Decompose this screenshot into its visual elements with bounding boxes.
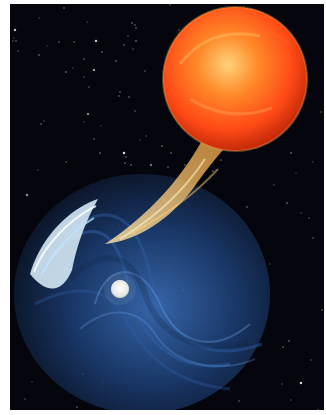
star <box>269 263 271 265</box>
star <box>290 399 292 401</box>
star <box>86 21 88 23</box>
star <box>220 159 222 161</box>
star <box>73 41 75 43</box>
star <box>161 145 163 147</box>
star <box>134 24 136 26</box>
star <box>308 217 310 219</box>
star <box>13 28 17 32</box>
star <box>37 169 39 171</box>
star <box>46 45 48 47</box>
star <box>88 86 90 88</box>
star <box>184 164 186 166</box>
star <box>100 125 102 127</box>
star <box>273 184 275 186</box>
star <box>167 166 169 168</box>
star <box>281 383 283 385</box>
illustration-svg <box>12 4 323 410</box>
star <box>139 139 141 141</box>
star <box>134 110 136 112</box>
star <box>135 27 137 29</box>
star <box>132 48 134 50</box>
star <box>149 163 153 167</box>
star <box>122 151 126 155</box>
star <box>115 60 117 62</box>
star <box>295 172 297 174</box>
star <box>238 400 240 402</box>
star <box>17 50 19 52</box>
star <box>286 202 288 204</box>
star <box>124 162 126 164</box>
star <box>15 40 17 42</box>
star <box>130 164 132 166</box>
star <box>86 112 90 116</box>
star <box>119 91 121 93</box>
star <box>94 39 98 43</box>
star <box>65 161 67 163</box>
star <box>101 51 103 53</box>
star <box>24 398 26 400</box>
star <box>131 22 133 24</box>
star <box>76 406 78 408</box>
magnetic-field-disk <box>14 174 270 410</box>
star <box>38 17 40 19</box>
star <box>40 123 42 125</box>
star <box>123 44 125 46</box>
star <box>38 54 40 56</box>
star <box>246 206 248 208</box>
star <box>170 152 172 154</box>
star <box>83 58 85 60</box>
star <box>58 41 60 43</box>
star <box>288 340 290 342</box>
star <box>118 95 120 97</box>
star <box>63 7 65 9</box>
star <box>31 381 33 383</box>
star <box>83 121 85 123</box>
star <box>43 120 45 122</box>
star <box>145 135 147 137</box>
star <box>144 70 146 72</box>
star <box>290 152 292 154</box>
star <box>83 76 85 78</box>
giant-star <box>162 6 308 152</box>
star <box>169 4 171 6</box>
star <box>25 193 29 197</box>
star <box>72 67 74 69</box>
star <box>92 68 96 72</box>
star <box>135 40 137 42</box>
star <box>12 40 14 42</box>
star <box>93 138 95 140</box>
star <box>99 152 101 154</box>
space-illustration <box>10 4 324 410</box>
star <box>300 212 302 214</box>
star <box>321 309 323 311</box>
star <box>320 111 322 113</box>
star <box>282 346 284 348</box>
star <box>312 161 314 163</box>
compact-object <box>104 273 136 305</box>
star <box>212 170 214 172</box>
star <box>125 156 127 158</box>
star <box>310 359 312 361</box>
star <box>243 6 245 8</box>
star <box>127 35 129 37</box>
star <box>317 409 319 410</box>
star <box>13 37 15 39</box>
star <box>128 96 130 98</box>
star <box>299 381 303 385</box>
star <box>65 71 67 73</box>
star <box>312 237 314 239</box>
star <box>178 29 180 31</box>
bright-arc <box>30 199 98 289</box>
